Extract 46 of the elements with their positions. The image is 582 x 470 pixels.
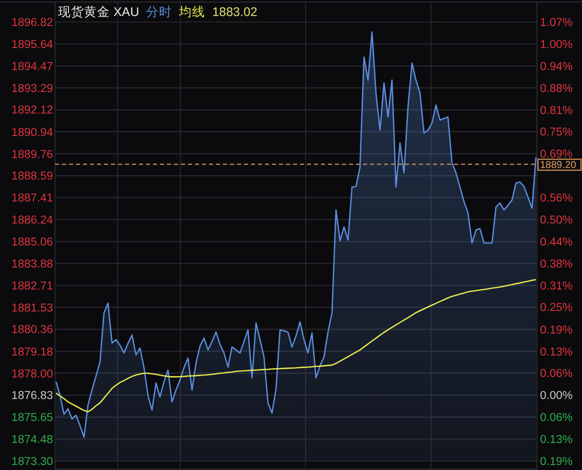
y-tick-label: 1885.06	[11, 236, 53, 248]
y2-tick-label: 0.94%	[540, 61, 573, 74]
ref-line-label: 1889.20	[540, 160, 577, 172]
y-tick-label: 1892.12	[11, 104, 53, 117]
y-tick-label: 1890.94	[11, 126, 54, 139]
y-tick-label: 1889.76	[11, 148, 53, 161]
y-tick-label: 1896.82	[11, 17, 53, 29]
chart-title: 现货黄金 XAU	[58, 5, 140, 19]
y-tick-label: 1886.24	[11, 214, 54, 226]
y2-tick-label: 0.38%	[540, 258, 573, 270]
y-tick-label: 1883.88	[11, 258, 53, 271]
y2-tick-label: 0.31%	[540, 280, 573, 292]
y2-tick-label: 0.19%	[540, 324, 573, 336]
y-tick-label: 1893.29	[11, 82, 53, 95]
text: 1883.02	[212, 5, 258, 19]
y-tick-label: 1873.30	[11, 456, 53, 468]
y-tick-label: 1882.71	[11, 280, 53, 292]
y-tick-label: 1876.83	[11, 390, 53, 402]
y2-tick-label: 1.07%	[540, 17, 573, 29]
y2-tick-label: 0.75%	[540, 126, 573, 139]
y-tick-label: 1881.53	[11, 302, 53, 314]
y2-tick-label: 0.44%	[540, 236, 573, 249]
y-tick-label: 1879.18	[11, 346, 53, 358]
y2-tick-label: 0.25%	[540, 302, 573, 314]
y2-tick-label: 0.06%	[540, 412, 573, 424]
y2-tick-label: 1.00%	[540, 39, 573, 52]
text: 分时	[146, 5, 172, 19]
y2-tick-label: 0.13%	[540, 434, 573, 446]
y-tick-label: 1880.36	[11, 324, 53, 336]
y-tick-label: 1894.47	[11, 60, 53, 73]
y2-tick-label: 0.00%	[540, 390, 573, 402]
y2-tick-label: 0.50%	[540, 214, 573, 227]
y2-tick-label: 0.69%	[540, 148, 573, 161]
y2-tick-label: 0.88%	[540, 82, 573, 95]
text: 均线	[178, 5, 206, 19]
y2-tick-label: 0.56%	[540, 192, 573, 205]
y-tick-label: 1878.00	[11, 368, 53, 380]
y-tick-label: 1895.64	[11, 39, 54, 52]
y2-tick-label: 0.81%	[540, 104, 573, 117]
y2-tick-label: 0.13%	[540, 346, 573, 358]
y-tick-label: 1887.41	[11, 192, 53, 205]
y2-tick-label: 0.06%	[540, 368, 573, 380]
y-tick-label: 1875.65	[11, 412, 53, 424]
y-tick-label: 1888.59	[11, 170, 53, 183]
y-tick-label: 1874.48	[11, 434, 53, 446]
y2-tick-label: 0.19%	[540, 456, 573, 468]
